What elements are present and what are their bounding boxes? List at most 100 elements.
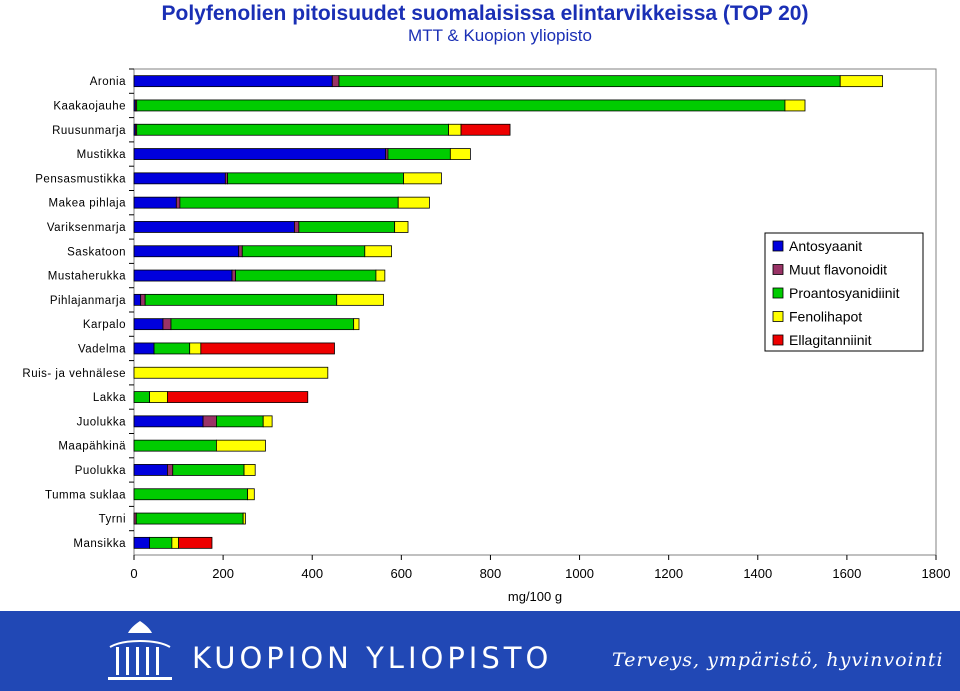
bar-8-0	[133, 269, 233, 282]
category-label-6: Variksenmarja	[47, 222, 126, 234]
bar-16-1	[167, 464, 174, 476]
bar-9-1	[140, 293, 146, 306]
bar-9-2	[144, 293, 338, 306]
bar-8-1	[231, 269, 236, 282]
legend-swatch-4	[772, 334, 784, 346]
bar-1-3	[784, 99, 806, 112]
footer-banner: KUOPION YLIOPISTO Terveys, ympäristö, hy…	[0, 611, 960, 691]
bar-1-2	[136, 99, 786, 112]
bar-19-2	[149, 536, 173, 549]
bar-6-3	[394, 221, 409, 233]
bar-16-0	[133, 464, 168, 476]
bar-6-0	[133, 221, 295, 233]
bar-14-2	[216, 415, 264, 428]
bar-5-1	[175, 196, 181, 209]
bar-10-3	[353, 318, 360, 331]
bar-7-2	[241, 245, 366, 258]
footer-slogan: Terveys, ympäristö, hyvinvointi	[612, 649, 944, 671]
category-label-7: Saskatoon	[67, 246, 126, 258]
legend-label-0: Antosyaanit	[789, 238, 862, 254]
category-label-12: Ruis- ja vehnälese	[22, 368, 126, 380]
category-label-2: Ruusunmarja	[52, 125, 126, 137]
bar-7-1	[238, 245, 243, 258]
category-label-9: Pihlajanmarja	[50, 295, 126, 307]
bar-14-1	[202, 415, 217, 428]
category-label-19: Mansikka	[73, 538, 126, 550]
bar-11-4	[200, 342, 335, 355]
bar-4-0	[133, 172, 226, 185]
bar-13-2	[133, 391, 150, 403]
university-building-icon	[108, 621, 172, 680]
bar-5-3	[397, 196, 430, 209]
x-axis-label: mg/100 g	[508, 589, 562, 604]
bar-19-4	[178, 536, 213, 549]
category-label-18: Tyrni	[99, 514, 126, 526]
bar-14-0	[133, 415, 204, 428]
bar-9-3	[336, 293, 384, 306]
bar-15-2	[133, 439, 217, 452]
bar-15-3	[216, 439, 266, 452]
x-tick-label-2: 400	[301, 566, 323, 581]
legend-swatch-0	[772, 240, 784, 252]
category-label-11: Vadelma	[78, 343, 126, 355]
legend-label-3: Fenolihapot	[789, 309, 862, 325]
legend-label-4: Ellagitanniinit	[789, 332, 872, 348]
bar-7-0	[133, 245, 240, 258]
bar-0-2	[338, 75, 841, 88]
bar-11-2	[153, 342, 191, 355]
bar-13-3	[149, 391, 168, 403]
bar-19-3	[171, 536, 179, 549]
bar-12-3	[133, 366, 329, 379]
category-label-8: Mustaherukka	[48, 271, 126, 283]
bar-19-0	[133, 536, 150, 549]
university-logo-text: KUOPION YLIOPISTO	[192, 641, 553, 675]
bar-4-2	[227, 172, 404, 185]
legend-box	[764, 232, 924, 352]
legend-label-1: Muut flavonoidit	[789, 262, 887, 278]
x-tick-label-8: 1600	[832, 566, 861, 581]
x-tick-label-0: 0	[130, 566, 137, 581]
bar-2-3	[448, 123, 462, 136]
legend-swatch-3	[772, 311, 784, 322]
category-label-16: Puolukka	[75, 465, 126, 477]
bar-7-3	[364, 245, 392, 258]
bar-2-2	[136, 123, 449, 136]
legend-swatch-2	[772, 287, 784, 299]
bar-3-2	[387, 148, 451, 160]
bar-9-0	[133, 293, 142, 306]
bar-18-3	[242, 512, 246, 525]
bar-6-2	[298, 221, 396, 233]
x-tick-label-1: 200	[212, 566, 234, 581]
bar-14-3	[262, 415, 273, 428]
stacked-bar-chart: 0 200 400 600 800 1000 1200 1400 1600 1800 mg/100 …	[22, 68, 951, 604]
chart-title: Polyfenolien pitoisuudet suomalaisissa e…	[161, 2, 809, 25]
bar-18-2	[135, 512, 244, 525]
bar-3-3	[449, 148, 471, 160]
bar-17-2	[133, 488, 249, 501]
bar-3-0	[133, 148, 387, 160]
bar-11-0	[133, 342, 155, 355]
category-label-15: Maapähkinä	[58, 441, 126, 453]
bar-6-1	[293, 221, 300, 233]
category-label-0: Aronia	[90, 76, 126, 88]
category-label-10: Karpalo	[83, 319, 126, 331]
bar-13-4	[167, 391, 309, 403]
bar-0-0	[133, 75, 333, 88]
bar-10-1	[162, 318, 172, 331]
bar-2-4	[460, 123, 511, 136]
category-label-5: Makea pihlaja	[49, 198, 127, 210]
x-tick-label-7: 1400	[743, 566, 772, 581]
x-tick-label-9: 1800	[922, 566, 951, 581]
x-tick-label-3: 600	[390, 566, 412, 581]
bar-16-2	[172, 464, 245, 476]
legend-swatch-1	[772, 264, 784, 275]
bar-0-1	[331, 75, 340, 88]
category-label-1: Kaakaojauhe	[53, 100, 126, 112]
bar-10-0	[133, 318, 164, 331]
category-label-4: Pensasmustikka	[35, 173, 126, 185]
bar-5-2	[179, 196, 399, 209]
bar-4-3	[403, 172, 442, 185]
legend-label-2: Proantosyanidiinit	[789, 285, 900, 301]
category-label-13: Lakka	[93, 392, 126, 404]
x-tick-label-4: 800	[480, 566, 502, 581]
